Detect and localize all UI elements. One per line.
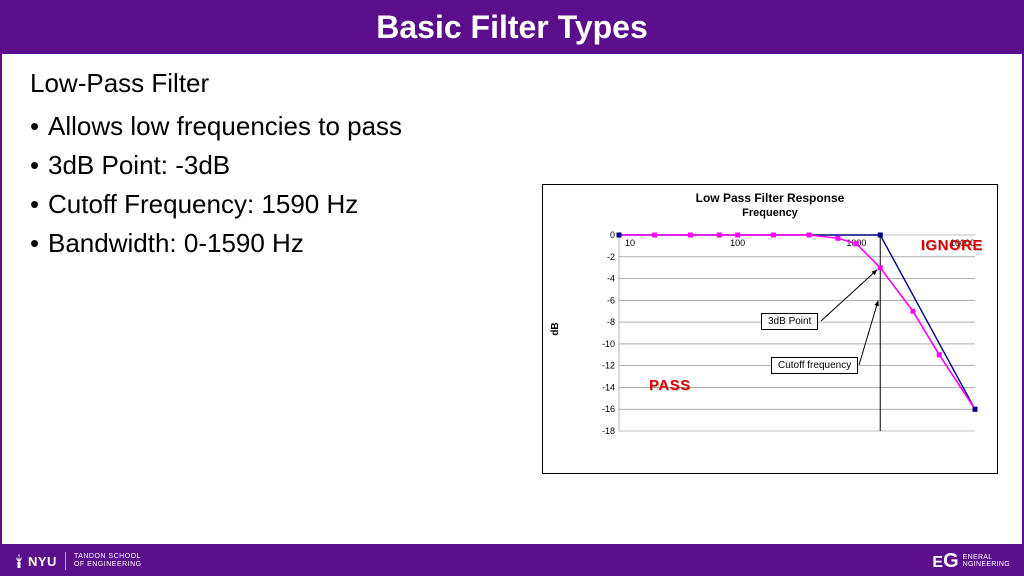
pass-label: PASS: [649, 377, 691, 394]
eg-line2: NGINEERING: [963, 561, 1010, 568]
slide-body: Low-Pass Filter Allows low frequencies t…: [0, 54, 1024, 546]
slide: Basic Filter Types Low-Pass Filter Allow…: [0, 0, 1024, 576]
eg-logo: EG: [932, 550, 958, 573]
svg-text:-2: -2: [607, 252, 615, 262]
annotation-cutoff: Cutoff frequency: [771, 357, 858, 374]
chart-ylabel: dB: [550, 322, 561, 335]
bullet-item: 3dB Point: -3dB: [30, 146, 994, 185]
footer-bar: NYU TANDON SCHOOL OF ENGINEERING EG ENER…: [0, 546, 1024, 576]
svg-text:-16: -16: [602, 404, 615, 414]
slide-title: Basic Filter Types: [376, 9, 648, 46]
nyu-text: NYU: [28, 554, 57, 569]
svg-text:-12: -12: [602, 361, 615, 371]
bullet-item: Allows low frequencies to pass: [30, 107, 994, 146]
school-line2: OF ENGINEERING: [74, 561, 142, 569]
svg-text:-18: -18: [602, 426, 615, 436]
svg-text:-6: -6: [607, 295, 615, 305]
svg-text:100: 100: [730, 238, 745, 248]
ignore-label: IGNORE: [921, 237, 983, 254]
chart-title: Low Pass Filter Response: [543, 191, 997, 205]
school-line1: TANDON SCHOOL: [74, 553, 142, 561]
svg-text:10: 10: [625, 238, 635, 248]
section-heading: Low-Pass Filter: [30, 68, 994, 99]
footer-left: NYU TANDON SCHOOL OF ENGINEERING: [14, 552, 142, 570]
annotation-3db: 3dB Point: [761, 313, 818, 330]
eg-line1: ENERAL: [963, 554, 1010, 561]
footer-right: EG ENERAL NGINEERING: [932, 550, 1010, 573]
title-bar: Basic Filter Types: [0, 0, 1024, 54]
eg-e: E: [932, 554, 943, 572]
chart-subtitle: Frequency: [543, 207, 997, 219]
svg-text:-14: -14: [602, 382, 615, 392]
svg-text:-4: -4: [607, 274, 615, 284]
chart-plot: 0-2-4-6-8-10-12-14-16-1810100100010000: [591, 229, 981, 449]
svg-text:0: 0: [610, 230, 615, 240]
torch-icon: [14, 554, 24, 568]
filter-response-chart: Low Pass Filter Response Frequency dB 0 -…: [542, 184, 998, 474]
eg-g: G: [943, 550, 959, 573]
svg-text:-10: -10: [602, 339, 615, 349]
footer-divider: [65, 552, 66, 570]
svg-text:-8: -8: [607, 317, 615, 327]
nyu-logo: NYU: [14, 554, 57, 569]
footer-school: TANDON SCHOOL OF ENGINEERING: [74, 553, 142, 568]
eg-text: ENERAL NGINEERING: [963, 554, 1010, 568]
